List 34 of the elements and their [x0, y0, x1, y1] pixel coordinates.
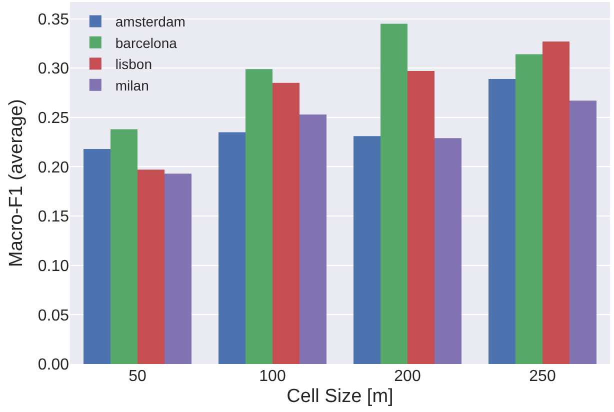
legend-label: amsterdam — [115, 14, 186, 30]
y-tick-label: 0.05 — [38, 307, 70, 324]
x-tick-label: 100 — [259, 368, 286, 385]
bar — [570, 100, 596, 364]
bar — [164, 174, 192, 364]
bar — [110, 129, 138, 364]
bar — [542, 41, 570, 364]
bar — [434, 138, 462, 364]
bar — [300, 114, 326, 364]
bar — [408, 71, 434, 364]
x-axis-title: Cell Size [m] — [286, 386, 394, 407]
bar — [272, 82, 300, 364]
y-tick-label: 0.15 — [38, 208, 70, 226]
bar — [218, 132, 246, 364]
bar — [516, 54, 542, 364]
y-tick-label: 0.00 — [38, 356, 70, 374]
x-tick-label: 200 — [394, 368, 421, 385]
x-tick-label: 50 — [128, 368, 146, 385]
y-tick-label: 0.35 — [38, 11, 70, 28]
bar — [380, 24, 408, 364]
y-tick-label: 0.20 — [38, 159, 70, 176]
bar — [84, 148, 110, 364]
y-tick-label: 0.30 — [38, 60, 70, 78]
y-tick-label: 0.10 — [38, 258, 70, 275]
y-axis-title: Macro-F1 (average) — [6, 99, 27, 267]
bar — [138, 170, 164, 364]
bar — [488, 78, 516, 364]
y-tick-label: 0.25 — [38, 110, 70, 128]
bar — [246, 69, 272, 364]
legend-label: barcelona — [115, 34, 178, 51]
legend-label: milan — [115, 77, 149, 94]
legend-label: lisbon — [115, 56, 152, 72]
bar — [354, 136, 380, 364]
x-tick-label: 250 — [529, 368, 556, 385]
